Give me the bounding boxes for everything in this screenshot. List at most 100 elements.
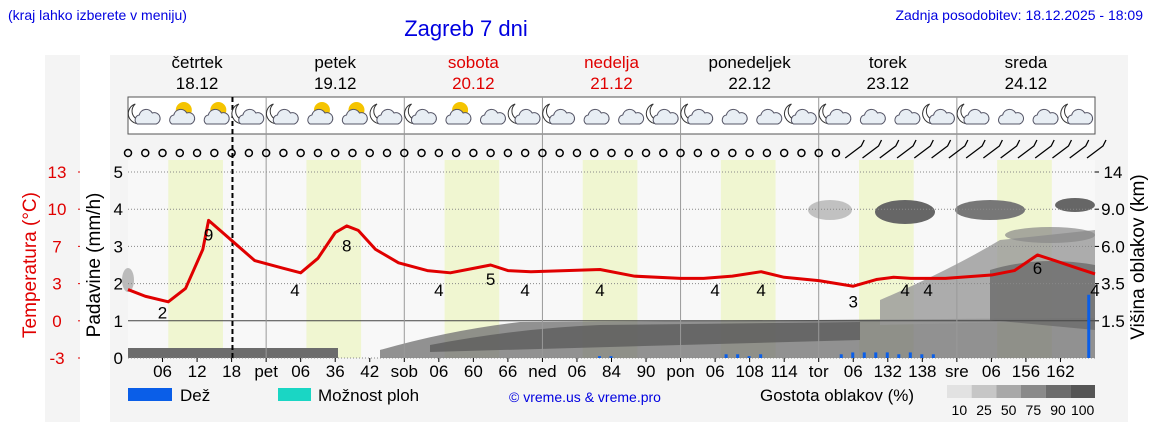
x-tick-label: 60	[464, 362, 483, 381]
legend-label: Dež	[180, 386, 210, 405]
daylight-band	[168, 160, 223, 358]
wind-barb	[965, 139, 986, 159]
cloud-icon	[480, 108, 506, 125]
x-tick-label: 42	[360, 362, 379, 381]
wind-calm	[158, 148, 167, 158]
wind-calm	[659, 148, 668, 158]
cloud-icon	[341, 108, 368, 125]
day-date: 20.12	[452, 74, 495, 93]
x-tick-label: 06	[291, 362, 310, 381]
legend-label: Možnost ploh	[318, 386, 419, 405]
x-tick-label: 162	[1046, 362, 1074, 381]
wind-calm	[296, 148, 305, 158]
menu-hint: (kraj lahko izberete v meniju)	[8, 7, 187, 23]
wind-calm	[624, 148, 634, 158]
wind-barb	[879, 139, 900, 159]
x-tick-label: tor	[809, 362, 829, 381]
legend-swatch	[128, 388, 172, 401]
wind-calm	[451, 148, 461, 158]
x-tick-label: 138	[908, 362, 936, 381]
wind-barb	[948, 139, 969, 159]
x-tick-label: 18	[222, 362, 241, 381]
temp-tick-label: 10	[48, 200, 67, 219]
rain-bar	[931, 354, 935, 358]
x-tick-label: sre	[945, 362, 969, 381]
day-date: 18.12	[176, 74, 219, 93]
wind-calm	[434, 148, 444, 158]
cloud-scale-label: 90	[1050, 402, 1066, 418]
day-name: sreda	[1005, 53, 1048, 72]
rain-bar	[862, 352, 866, 358]
x-tick-label: pet	[254, 362, 278, 381]
x-tick-label: 12	[188, 362, 207, 381]
x-tick-label: 84	[602, 362, 621, 381]
temp-label: 4	[756, 281, 765, 300]
cloud-scale-label: 75	[1026, 402, 1042, 418]
wind-calm	[693, 148, 703, 158]
x-tick-label: 06	[982, 362, 1001, 381]
y-tick-label: 1	[114, 312, 123, 331]
day-name: torek	[869, 53, 907, 72]
cloud-icon	[238, 108, 265, 125]
rain-bar	[874, 352, 878, 358]
wind-barb	[1069, 139, 1090, 159]
wind-calm	[123, 148, 133, 158]
temp-label: 8	[342, 237, 351, 256]
cloud-icon	[859, 108, 886, 125]
wind-barb	[896, 139, 917, 159]
cloud-icon	[1032, 108, 1059, 125]
temp-label: 4	[1090, 281, 1099, 300]
cloud-icon	[134, 108, 161, 125]
wind-calm	[348, 148, 357, 158]
x-tick-label: 156	[1012, 362, 1040, 381]
temp-label: 4	[923, 281, 932, 300]
wind-barb	[913, 139, 934, 159]
wind-barb	[983, 139, 1003, 159]
cloud	[990, 261, 1095, 330]
cloud-scale-label: 25	[976, 402, 992, 418]
wind-calm	[330, 148, 340, 158]
temp-label: 4	[520, 281, 529, 300]
wind-calm	[192, 148, 202, 158]
y-tick-label: 0	[114, 349, 123, 368]
cloud-scale-box	[996, 385, 1021, 398]
cloud-icon	[928, 108, 955, 125]
x-tick-label: 108	[735, 362, 763, 381]
cloud-scale-box	[1045, 385, 1071, 398]
wind-calm	[486, 148, 495, 158]
wind-calm	[175, 148, 185, 158]
wind-barb	[1052, 139, 1073, 159]
wind-calm	[520, 148, 530, 158]
rain-bar	[724, 354, 728, 358]
cloud	[955, 200, 1025, 220]
temp-label: 4	[434, 281, 443, 300]
cloud-icon	[652, 108, 679, 125]
temp-tick-label: 7	[52, 237, 61, 256]
wind-calm	[831, 148, 841, 158]
temp-label: 2	[158, 303, 167, 322]
wind-calm	[641, 148, 651, 158]
updated: Zadnja posodobitev: 18.12.2025 - 18:09	[895, 7, 1143, 23]
temp-label: 9	[204, 225, 213, 244]
temp-label: 6	[1033, 259, 1042, 278]
day-date: 21.12	[590, 74, 633, 93]
daylight-band	[306, 160, 362, 358]
wind-barb	[844, 139, 865, 159]
wind-calm	[141, 148, 150, 158]
cloud-icon	[307, 108, 334, 125]
x-tick-label: 06	[706, 362, 725, 381]
x-tick-label: 06	[429, 362, 448, 381]
cloud-icon	[169, 108, 196, 125]
wind-calm	[210, 148, 219, 158]
wind-calm	[762, 148, 772, 158]
wind-calm	[779, 148, 789, 158]
wind-barb	[1086, 139, 1107, 159]
copyright: © vreme.us & vreme.pro	[509, 389, 661, 405]
wind-calm	[589, 148, 599, 158]
cloud	[1055, 198, 1095, 212]
cloud-icon	[583, 108, 610, 125]
wind-calm	[555, 148, 564, 158]
cloud-icon	[410, 108, 437, 125]
temp-label: 4	[595, 281, 604, 300]
x-tick-label: ned	[528, 362, 556, 381]
